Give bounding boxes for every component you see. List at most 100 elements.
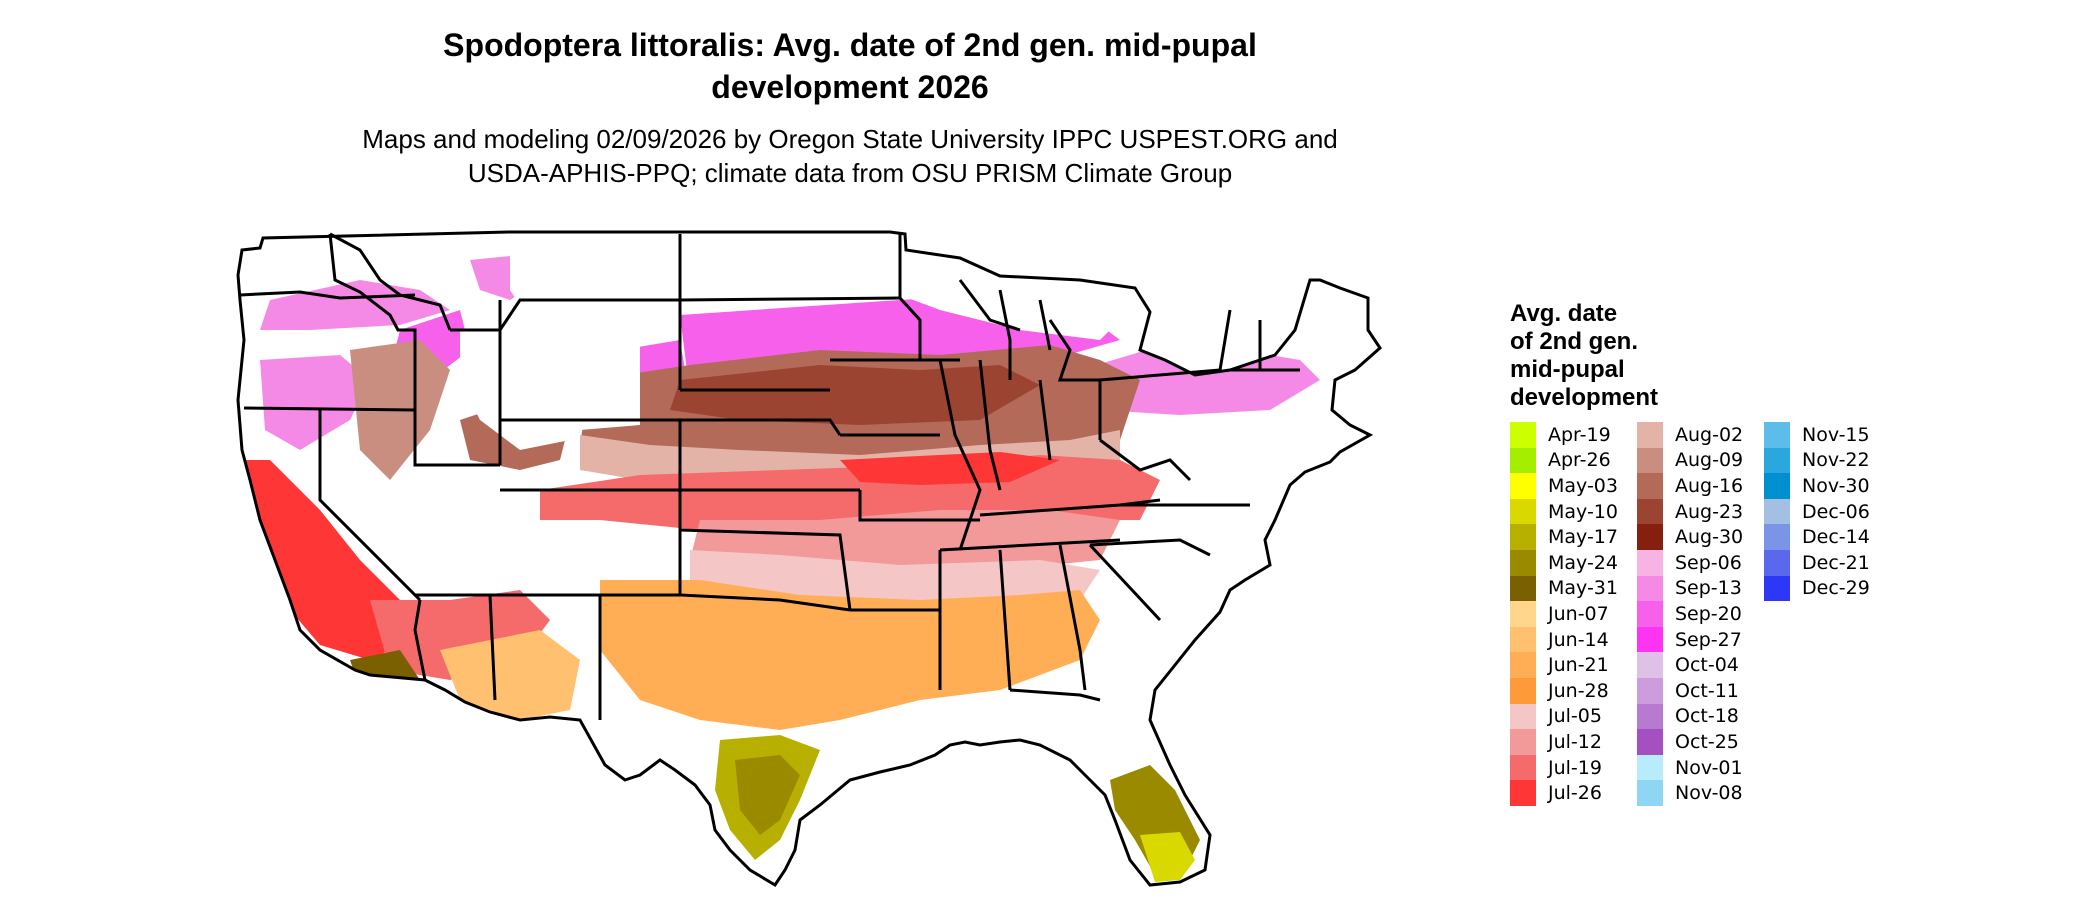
legend-label: Jun-21: [1548, 654, 1609, 677]
zone-jun-south-arizona: [440, 630, 580, 720]
border-id-west: [328, 233, 417, 410]
border-or-ca-nv: [243, 406, 416, 412]
zone-jul-tennessee: [840, 452, 1060, 485]
legend-item: Apr-19: [1510, 422, 1618, 448]
legend-label: Sep-27: [1675, 628, 1742, 651]
cold-zone-colorado: [580, 335, 640, 430]
border-wv-va: [1099, 438, 1192, 482]
legend-label: Aug-30: [1675, 526, 1744, 549]
legend-swatch: [1510, 652, 1536, 678]
border-new-england: [1218, 309, 1300, 372]
legend-label: Jun-28: [1548, 679, 1609, 702]
legend-label: Dec-14: [1802, 526, 1870, 549]
legend-item: Sep-27: [1637, 626, 1743, 653]
border-ms-al: [998, 549, 1012, 691]
border-nd-sd: [679, 296, 901, 302]
legend-label: May-03: [1548, 474, 1618, 497]
legend-item: Aug-23: [1637, 498, 1744, 525]
border-tn-south: [939, 538, 1121, 552]
legend-label: May-17: [1548, 526, 1618, 549]
border-az-nm: [488, 594, 497, 701]
border-ca-az: [413, 599, 427, 681]
legend-item: Jul-26: [1510, 780, 1618, 806]
legend-item: Dec-14: [1764, 524, 1870, 550]
legend-swatch: [1637, 626, 1663, 653]
legend-swatch: [1764, 473, 1790, 499]
border-il-in: [978, 359, 1002, 491]
legend-item: Jun-28: [1510, 677, 1618, 704]
legend-label: Apr-26: [1548, 449, 1611, 472]
us-outline: [236, 230, 1382, 888]
legend-label: Jul-05: [1548, 705, 1602, 728]
legend-item: Aug-30: [1637, 524, 1743, 550]
legend-item: Oct-25: [1637, 729, 1743, 755]
legend-item: Dec-21: [1764, 549, 1870, 576]
legend-label: Jul-19: [1548, 756, 1602, 779]
legend-label: Sep-06: [1675, 551, 1742, 574]
map-subtitle-line-2: USDA-APHIS-PPQ; climate data from OSU PR…: [467, 158, 1233, 188]
legend-swatch: [1637, 780, 1663, 806]
legend-column-1: Apr-19 Apr-26 May-03 May-10 May-17 May-24 May-…: [1510, 422, 1618, 806]
legend-label: Nov-15: [1802, 423, 1870, 446]
border-mt-wy: [450, 298, 680, 332]
legend-swatch: [1764, 422, 1790, 448]
legend-swatch: [1510, 729, 1536, 755]
legend-label: Nov-01: [1675, 756, 1743, 779]
legend-swatch: [1637, 422, 1663, 448]
legend-label: Aug-09: [1675, 449, 1744, 472]
legend-label: Dec-29: [1802, 577, 1870, 600]
legend-column-2: Aug-02 Aug-09 Aug-16 Aug-23 Aug-30 Sep-06 Sep-…: [1637, 422, 1743, 806]
legend-swatch: [1637, 473, 1663, 499]
legend-item: May-10: [1510, 498, 1618, 525]
border-fl-north: [1009, 688, 1101, 702]
legend-label: Nov-22: [1802, 449, 1870, 472]
legend-item: Apr-26: [1510, 447, 1618, 474]
legend-item: Jul-19: [1510, 754, 1618, 781]
legend-swatch: [1510, 524, 1536, 550]
border-nv-ca: [318, 410, 422, 602]
legend-title-line: mid-pupal: [1510, 356, 1625, 383]
legend-swatch: [1637, 524, 1663, 550]
legend-label: Oct-04: [1675, 654, 1739, 677]
legend-title: Avg. date of 2nd gen. mid-pupal developm…: [1510, 300, 1770, 412]
legend-item: Jun-14: [1510, 626, 1618, 653]
border-tx-panhandle: [600, 490, 851, 612]
legend-swatch: [1510, 703, 1536, 730]
legend-item: Aug-02: [1637, 422, 1743, 448]
border-in-oh: [1038, 379, 1052, 461]
legend-swatch: [1637, 677, 1663, 704]
us-phenology-map: [236, 230, 1382, 888]
zone-may-south-texas-core: [735, 755, 800, 835]
legend-swatch: [1510, 677, 1536, 704]
legend-swatch: [1637, 447, 1663, 474]
legend-label: Jun-14: [1548, 628, 1609, 651]
legend-swatch: [1510, 422, 1536, 448]
border-mn-east: [898, 234, 922, 360]
legend-swatch: [1764, 447, 1790, 474]
legend-label: Dec-06: [1802, 500, 1870, 523]
legend-swatch: [1637, 754, 1663, 781]
legend-swatch: [1764, 524, 1790, 550]
legend-label: Oct-11: [1675, 679, 1739, 702]
legend-label: Nov-30: [1802, 474, 1870, 497]
legend-swatch: [1510, 754, 1536, 781]
legend-label: Aug-23: [1675, 500, 1744, 523]
border-id-mt: [329, 232, 452, 331]
legend-swatch: [1637, 498, 1663, 525]
legend-title-line: of 2nd gen.: [1510, 328, 1638, 355]
legend-label: Dec-21: [1802, 551, 1870, 574]
legend-column-3: Nov-15 Nov-22 Nov-30 Dec-06 Dec-14 Dec-21 Dec-…: [1764, 422, 1870, 602]
legend-label: May-24: [1548, 551, 1618, 574]
legend-item: May-03: [1510, 473, 1618, 499]
map-subtitle-line-1: Maps and modeling 02/09/2026 by Oregon S…: [362, 124, 1338, 154]
legend-item: Sep-20: [1637, 601, 1743, 627]
border-wi-mi: [958, 279, 1021, 332]
border-mi-lower: [1048, 319, 1100, 382]
cold-zone-north-central: [800, 240, 1120, 340]
legend-swatch: [1637, 703, 1663, 730]
legend-item: Nov-30: [1764, 473, 1870, 499]
zone-aug-core: [670, 365, 1040, 425]
legend-item: Nov-08: [1637, 780, 1743, 806]
legend-item: Nov-15: [1764, 422, 1870, 448]
legend-item: Sep-06: [1637, 549, 1743, 576]
